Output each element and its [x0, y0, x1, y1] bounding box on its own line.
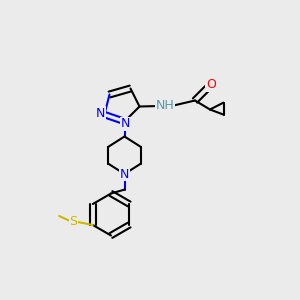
Text: NH: NH: [156, 99, 174, 112]
Text: N: N: [96, 106, 105, 120]
Text: N: N: [120, 167, 129, 181]
Text: O: O: [206, 78, 216, 91]
Text: N: N: [121, 117, 130, 130]
Text: S: S: [69, 215, 77, 228]
